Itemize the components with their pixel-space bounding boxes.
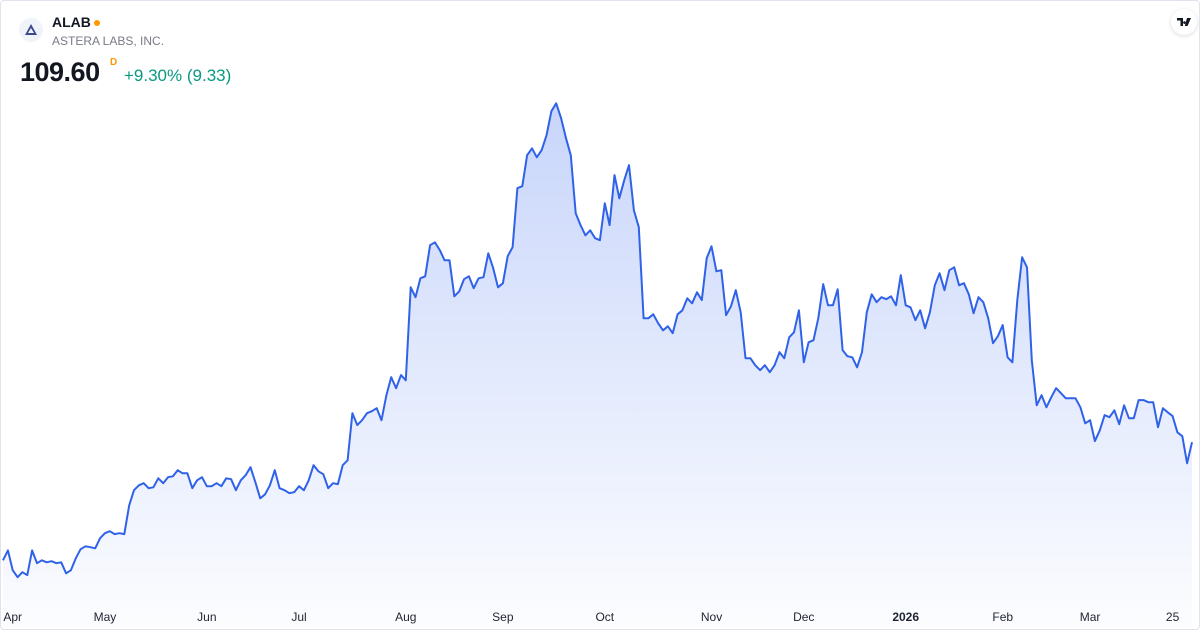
company-name: ASTERA LABS, INC. xyxy=(52,34,165,48)
tv-icon xyxy=(1177,18,1191,26)
symbol[interactable]: ALAB xyxy=(52,14,100,30)
area-fill xyxy=(3,103,1192,629)
company-logo[interactable] xyxy=(19,18,43,42)
price: 109.60 xyxy=(20,57,100,87)
tradingview-logo[interactable] xyxy=(1171,9,1197,35)
logo-icon xyxy=(25,24,37,35)
delay-flag: D xyxy=(110,57,118,68)
market-dot xyxy=(93,20,100,27)
price-line xyxy=(2,102,1193,579)
price-change: +9.30% (9.33) xyxy=(124,66,232,85)
symbol-text: ALAB xyxy=(52,14,91,30)
